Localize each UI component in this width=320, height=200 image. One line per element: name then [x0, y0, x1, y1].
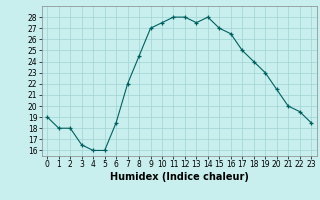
X-axis label: Humidex (Indice chaleur): Humidex (Indice chaleur): [110, 172, 249, 182]
